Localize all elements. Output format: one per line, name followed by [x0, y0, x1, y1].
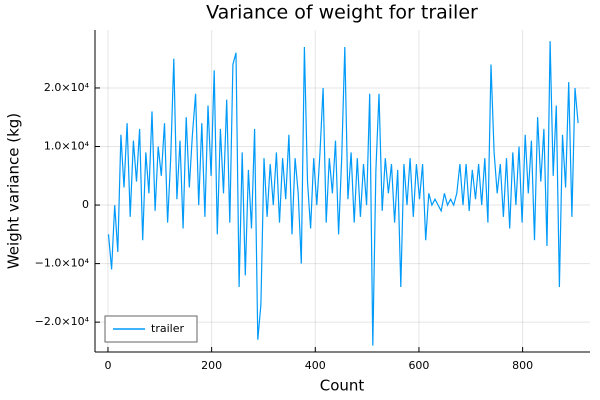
x-tick-label: 0: [104, 359, 111, 372]
x-tick-label: 600: [408, 359, 429, 372]
series-line: [107, 41, 579, 346]
x-tick-label: 400: [305, 359, 326, 372]
y-tick-label: 2.0×10⁴: [44, 81, 90, 94]
y-tick-label: −2.0×10⁴: [35, 315, 90, 328]
y-tick-label: 0: [82, 198, 89, 211]
legend-label: trailer: [151, 322, 184, 335]
x-axis-label: Count: [320, 377, 365, 395]
x-tick-label: 800: [512, 359, 533, 372]
chart-title: Variance of weight for trailer: [206, 2, 478, 24]
y-axis-label: Weight variance (kg): [5, 113, 23, 269]
y-tick-label: 1.0×10⁴: [44, 140, 90, 153]
y-tick-label: −1.0×10⁴: [35, 257, 90, 270]
x-tick-label: 200: [201, 359, 222, 372]
